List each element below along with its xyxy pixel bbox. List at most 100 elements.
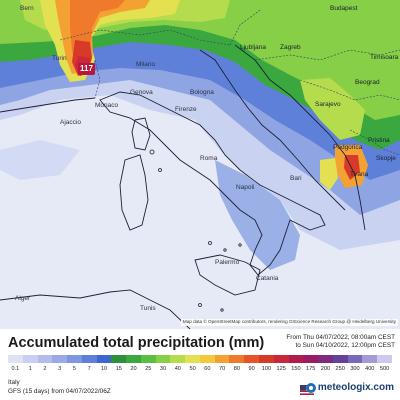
legend-tick: 7 (87, 366, 91, 372)
legend-swatch-24 (362, 355, 378, 363)
balkan-coastline (234, 44, 366, 231)
city-label-ajaccio: Ajaccio (60, 119, 81, 126)
legend-swatch-23 (347, 355, 363, 363)
legend-tick: 3 (58, 366, 62, 372)
legend-tick: 200 (320, 366, 331, 372)
legend-swatch-22 (332, 355, 348, 363)
adriatic-coastline (199, 49, 346, 211)
legend-swatch-10 (155, 355, 171, 363)
precip-band-yellow-balkan (300, 78, 365, 140)
legend-swatch-9 (140, 355, 156, 363)
legend-tick: 1 (28, 366, 32, 372)
city-label-ljubljana: Ljubljana (240, 44, 267, 51)
city-label-palermo: Palermo (215, 259, 240, 266)
legend-swatch-2 (37, 355, 53, 363)
legend-tick: 175 (306, 366, 316, 372)
legend-color-bar (8, 355, 392, 363)
peak-value-badge: 117 (78, 63, 95, 75)
city-label-budapest: Budapest (330, 5, 358, 12)
legend-tick: 40 (174, 366, 181, 372)
country-borders (59, 9, 400, 156)
city-label-monaco: Monaco (95, 102, 119, 109)
city-label-roma: Roma (200, 155, 218, 162)
map-attribution: Map data © OpenStreetMap contributors, r… (180, 319, 398, 326)
legend-swatch-11 (170, 355, 186, 363)
city-label-bari: Bari (290, 175, 302, 182)
city-label-bern: Bern (20, 5, 34, 12)
french-coastline (0, 97, 96, 113)
legend-tick: 20 (130, 366, 137, 372)
meteologix-logo[interactable]: meteologix.com (305, 382, 394, 393)
city-label-catania: Catania (256, 275, 279, 282)
legend-tick: 0.1 (11, 366, 20, 372)
time-range: From Thu 04/07/2022, 08:00am CEST to Sun… (286, 334, 395, 350)
tyrrhenian-islands (149, 149, 242, 312)
precip-band-balkan-yellow (320, 158, 338, 190)
legend-tick: 50 (189, 366, 196, 372)
legend-tick: 400 (365, 366, 375, 372)
legend-swatch-17 (259, 355, 274, 363)
legend-swatch-15 (229, 355, 245, 363)
legend-tick: 100 (261, 366, 272, 372)
legend-tick: 125 (276, 366, 286, 372)
legend-swatch-14 (214, 355, 230, 363)
city-label-pristina: Pristina (368, 137, 390, 144)
legend-swatch-5 (81, 355, 97, 363)
city-label-turin: Turin (52, 55, 67, 62)
model-info: GFS (15 days) from 04/07/2022/06Z (8, 388, 111, 395)
city-label-tunis: Tunis (140, 305, 156, 312)
city-label-timisoara: Timisoara (370, 54, 399, 61)
legend-swatch-20 (303, 355, 319, 363)
legend-swatch-6 (96, 355, 112, 363)
legend-tick: 60 (204, 366, 211, 372)
legend-tick: 500 (379, 366, 390, 372)
precip-band-lightgreen (0, 0, 400, 120)
city-label-napoli: Napoli (236, 184, 255, 191)
city-label-zagreb: Zagreb (280, 44, 301, 51)
legend-swatch-0 (8, 355, 23, 363)
city-label-alger: Alger (15, 295, 31, 302)
corsica-outline (131, 117, 151, 151)
legend-swatch-4 (67, 355, 82, 363)
legend-swatch-1 (22, 355, 38, 363)
legend-swatch-7 (111, 355, 127, 363)
legend-swatch-19 (288, 355, 304, 363)
city-label-firenze: Firenze (175, 106, 197, 113)
legend-tick: 90 (248, 366, 255, 372)
brand-icon (305, 382, 316, 393)
legend-tick: 250 (335, 366, 345, 372)
region-name: Italy (8, 379, 20, 386)
legend-tick-labels: 0.1 1 2 3 5 7 10 15 20 25 30 40 50 60 70 80 90 100 125 150 1… (8, 365, 392, 373)
legend-panel: Accumulated total precipitation (mm) Fro… (0, 329, 400, 400)
city-label-bologna: Bologna (190, 89, 214, 96)
city-label-skopje: Skopje (376, 155, 396, 162)
city-label-milano: Milano (136, 61, 156, 68)
city-label-beograd: Beograd (355, 79, 380, 86)
legend-swatch-25 (377, 355, 392, 363)
legend-swatch-13 (199, 355, 215, 363)
legend-tick: 300 (350, 366, 360, 372)
map-canvas (0, 0, 400, 329)
legend-tick: 25 (145, 366, 152, 372)
north-africa-coastline (0, 289, 191, 329)
legend-swatch-16 (244, 355, 260, 363)
italy-coastline (99, 91, 326, 276)
city-label-tirana: Tirana (350, 171, 369, 178)
legend-swatch-18 (273, 355, 289, 363)
legend-tick: 80 (233, 366, 240, 372)
precip-band-light-south (0, 140, 80, 180)
time-range-to: to Sun 04/10/2022, 12:00pm CEST (295, 342, 395, 349)
legend-tick: 150 (291, 366, 301, 372)
legend-tick: 70 (218, 366, 226, 372)
legend-tick: 2 (43, 366, 47, 372)
legend-tick: 10 (100, 366, 108, 372)
sicily-outline (194, 254, 261, 296)
legend-swatch-8 (126, 355, 141, 363)
legend-tick: 15 (115, 366, 122, 372)
precip-band-medium-south (215, 160, 300, 270)
city-label-genova: Genova (130, 89, 153, 96)
legend-swatch-3 (52, 355, 68, 363)
brand-name: meteologix.com (317, 382, 394, 393)
city-label-podgorica: Podgorica (333, 144, 363, 151)
legend-swatch-12 (185, 355, 200, 363)
